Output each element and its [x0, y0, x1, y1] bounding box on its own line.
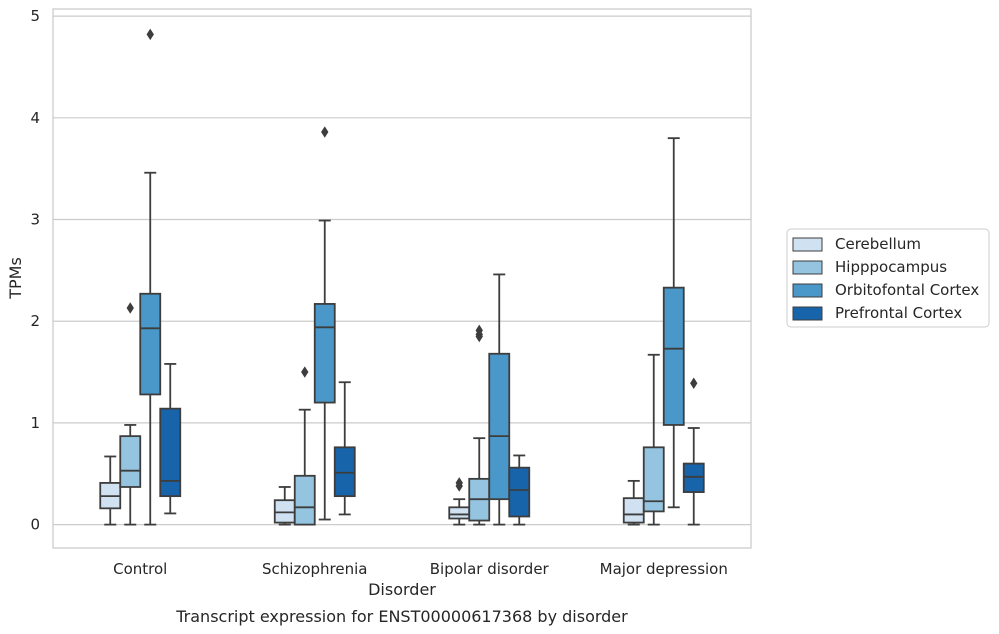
y-tick-label: 2 [30, 312, 40, 330]
box-iqr [119, 435, 142, 488]
legend-frame [786, 228, 990, 328]
y-tick-label: 3 [30, 211, 40, 229]
box-cerebellum [99, 455, 122, 526]
outlier-point [146, 28, 154, 41]
box-iqr [448, 506, 471, 520]
x-tick-labels: Control Schizophrenia Bipolar disorder Majo… [113, 560, 728, 578]
box-hipppocampus [119, 302, 142, 526]
legend-label: Cerebellum [835, 235, 921, 253]
box-iqr [622, 497, 645, 524]
box-hipppocampus [642, 353, 665, 526]
box-iqr [273, 499, 296, 524]
box-orbitofontal-cortex [139, 28, 162, 526]
outlier-point [475, 324, 483, 337]
outlier-point [455, 477, 463, 489]
box-iqr [488, 352, 511, 501]
legend-label: Hipppocampus [835, 258, 947, 276]
chart-caption: Transcript expression for ENST0000061736… [175, 607, 628, 626]
legend-swatch [792, 283, 823, 298]
legend-label: Orbitofontal Cortex [835, 281, 979, 299]
y-tick-label: 1 [30, 414, 40, 432]
x-tick-label: Control [113, 560, 167, 578]
y-tick-label: 5 [30, 7, 40, 25]
box-cerebellum [273, 486, 296, 526]
box-prefrontal-cortex [508, 454, 531, 526]
y-tick-label: 0 [30, 516, 40, 534]
box-hipppocampus [468, 324, 491, 526]
x-tick-label: Major depression [600, 560, 728, 578]
legend: Cerebellum Hipppocampus Orbitofontal Corte… [786, 228, 990, 328]
legend-swatch [792, 260, 823, 275]
x-axis-label: Disorder [368, 580, 436, 599]
legend-swatch [792, 306, 823, 321]
box-iqr [642, 446, 665, 513]
box-prefrontal-cortex [682, 377, 705, 526]
outlier-point [321, 126, 329, 138]
box-iqr [682, 462, 705, 493]
legend-swatch [792, 237, 823, 252]
box-orbitofontal-cortex [488, 273, 511, 526]
box-iqr [293, 474, 316, 526]
box-prefrontal-cortex [333, 381, 356, 516]
box-iqr [159, 407, 182, 498]
box-iqr [333, 446, 356, 498]
box-orbitofontal-cortex [313, 126, 336, 521]
y-tick-label: 4 [30, 109, 40, 127]
x-tick-label: Bipolar disorder [430, 560, 550, 578]
box-prefrontal-cortex [159, 363, 182, 515]
box-iqr [662, 286, 685, 426]
plot-frame [52, 8, 752, 549]
outlier-point [301, 366, 309, 378]
box-iqr [508, 466, 531, 518]
box-series [99, 28, 705, 526]
x-tick-label: Schizophrenia [262, 560, 367, 578]
box-cerebellum [622, 479, 645, 526]
box-hipppocampus [293, 366, 316, 526]
box-orbitofontal-cortex [662, 137, 685, 509]
y-tick-labels: 0 1 2 3 4 5 [30, 7, 40, 533]
outlier-point [690, 377, 698, 389]
legend-label: Prefrontal Cortex [835, 304, 962, 322]
y-axis-label: TPMs [6, 257, 25, 300]
box-iqr [139, 292, 162, 396]
outlier-point [126, 302, 134, 314]
box-iqr [313, 303, 336, 404]
box-cerebellum [448, 477, 471, 526]
